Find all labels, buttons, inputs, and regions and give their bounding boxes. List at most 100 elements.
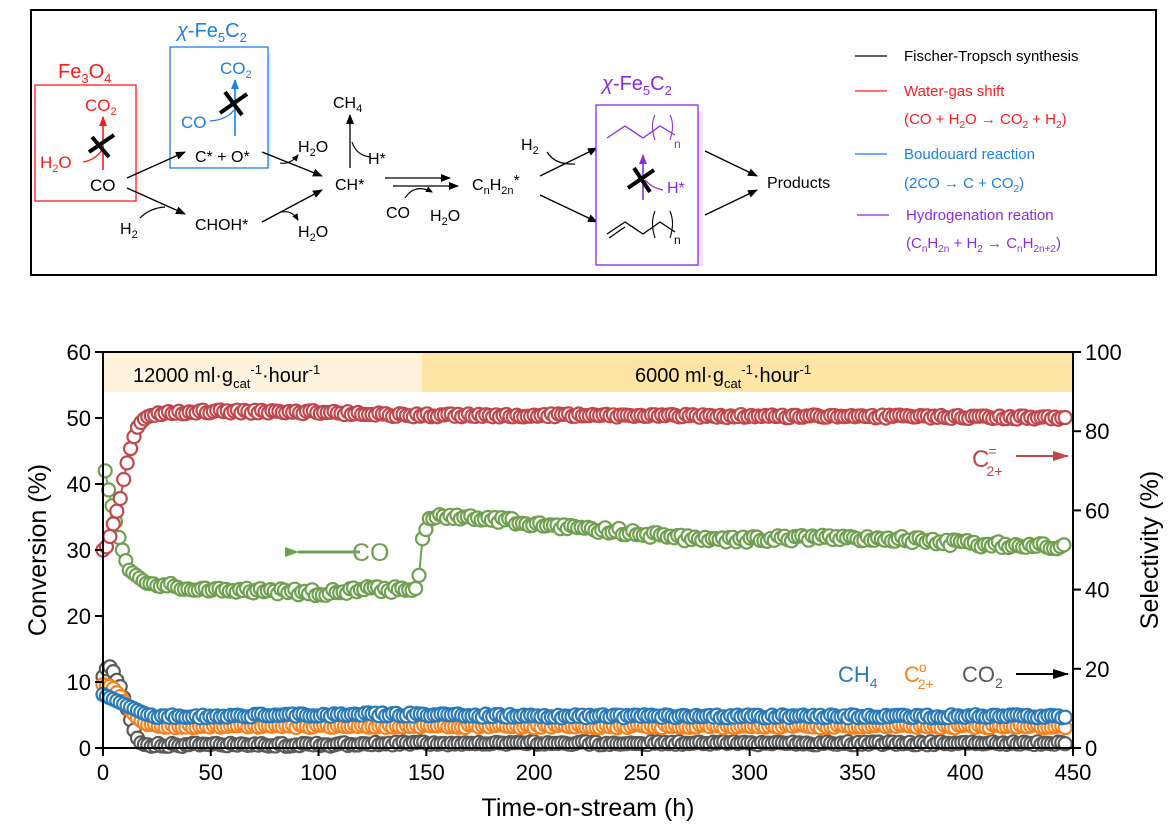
y-left-tick-label: 40 bbox=[67, 472, 91, 497]
h2o-mid: H2O bbox=[430, 208, 460, 228]
legend-fts: Fischer-Tropsch synthesis bbox=[904, 48, 1079, 65]
fe5c2-blue-label: χ-Fe5C2 bbox=[175, 20, 247, 45]
data-point bbox=[102, 528, 118, 545]
data-point bbox=[100, 482, 117, 498]
arrow-choh-to-chstar bbox=[261, 189, 323, 223]
data-point bbox=[1057, 736, 1073, 752]
y-left-tick-label: 30 bbox=[67, 538, 91, 563]
scheme-frame bbox=[30, 9, 1157, 276]
y-right-tick-label: 80 bbox=[1085, 419, 1109, 444]
series-co bbox=[97, 463, 1072, 604]
hstar-top: H* bbox=[368, 151, 386, 168]
co-mid: CO bbox=[386, 205, 410, 222]
y-right-tick-label: 100 bbox=[1085, 340, 1122, 365]
x-tick-label: 300 bbox=[731, 760, 768, 785]
ch4-annotation: CH4 bbox=[838, 662, 878, 691]
ch4-product: CH4 bbox=[333, 95, 362, 115]
boudouard-co: CO bbox=[181, 113, 207, 132]
block-x-icon bbox=[87, 133, 116, 159]
y-right-tick-label: 60 bbox=[1085, 498, 1109, 523]
chain-n-top: n bbox=[674, 137, 681, 151]
hstar-purple: H* bbox=[667, 180, 685, 197]
bracket-right-olefin bbox=[669, 210, 674, 239]
x-tick-label: 0 bbox=[97, 760, 109, 785]
y-left-tick-label: 0 bbox=[79, 736, 91, 761]
hstar-curve bbox=[351, 141, 371, 158]
y-right-tick-label: 0 bbox=[1085, 736, 1097, 761]
h2-right-curve bbox=[546, 151, 576, 165]
paraffin-chain bbox=[606, 125, 676, 139]
x-tick-label: 200 bbox=[516, 760, 553, 785]
scheme-legend: Fischer-Tropsch synthesis Water-gas shif… bbox=[855, 48, 1079, 255]
axes: 0 50 100 150 200 250 300 350 400 4500102030405060… bbox=[67, 340, 1122, 785]
legend-hydrogenation-eq: (CnH2n + H2 → CnH2n+2) bbox=[906, 235, 1061, 255]
h2o-release-upper bbox=[279, 154, 299, 164]
data-point bbox=[97, 463, 113, 479]
x-tick-label: 100 bbox=[300, 760, 337, 785]
h2-left: H2 bbox=[120, 221, 138, 241]
bracket-left-olefin bbox=[651, 210, 656, 239]
c2-olefin-annotation: C= 2+ bbox=[972, 443, 1003, 479]
y-axis-left-label: Conversion (%) bbox=[24, 464, 52, 636]
wgs-co2: CO2 bbox=[85, 96, 117, 118]
data-point bbox=[112, 490, 128, 507]
co-insert-curve bbox=[404, 186, 433, 199]
y-right-tick-label: 40 bbox=[1085, 578, 1109, 603]
legend-wgs: Water-gas shift bbox=[904, 83, 1005, 100]
chart: 12000 ml·gcat-1·hour-1 6000 ml·gcat-1·ho… bbox=[24, 340, 1164, 822]
c2-paraffin-annotation: Co 2+ bbox=[904, 659, 934, 692]
wgs-h2o: H2O bbox=[40, 153, 72, 175]
boudouard-curve bbox=[209, 109, 235, 122]
arrow-cstar-to-chstar bbox=[261, 151, 323, 177]
reaction-scheme: Fe3O4 CO2 H2O CO χ-Fe5C2 CO2 CO C* + O* … bbox=[30, 9, 1157, 276]
fe3o4-box bbox=[34, 84, 137, 202]
boudouard-box bbox=[169, 46, 269, 169]
h2-right: H2 bbox=[521, 137, 539, 157]
h2o-release-lower bbox=[281, 211, 299, 221]
y-right-tick-label: 20 bbox=[1085, 657, 1109, 682]
data-point bbox=[105, 516, 121, 532]
x-tick-label: 50 bbox=[199, 760, 223, 785]
block-x-icon bbox=[218, 90, 249, 117]
co-reactant: CO bbox=[90, 176, 116, 195]
series-ch4 bbox=[95, 686, 1073, 726]
products-label: Products bbox=[767, 175, 830, 192]
legend-boudouard-eq: (2CO → C + CO2) bbox=[904, 175, 1024, 195]
legend-boudouard: Boudouard reaction bbox=[904, 146, 1035, 163]
arrow-co-to-choh bbox=[126, 187, 186, 215]
x-tick-label: 450 bbox=[1055, 760, 1092, 785]
bracket-left bbox=[651, 114, 656, 141]
h2o-upper: H2O bbox=[298, 139, 328, 159]
data-point bbox=[116, 471, 132, 488]
wgs-curve bbox=[82, 149, 103, 163]
y-left-tick-label: 20 bbox=[67, 604, 91, 629]
legend-wgs-eq: (CO + H2O → CO2 + H2) bbox=[904, 111, 1067, 131]
arrow-to-olefin bbox=[539, 194, 598, 223]
ghsv-label-6000: 6000 ml·gcat-1·hour-1 bbox=[635, 362, 811, 391]
data-point bbox=[408, 580, 424, 597]
x-tick-label: 350 bbox=[839, 760, 876, 785]
fe3o4-label: Fe3O4 bbox=[58, 61, 111, 86]
arrow-co-to-cstar bbox=[126, 151, 186, 179]
data-point bbox=[1057, 709, 1073, 725]
olefin-double-bond bbox=[608, 226, 626, 239]
h2o-lower: H2O bbox=[298, 224, 328, 244]
x-tick-label: 150 bbox=[408, 760, 445, 785]
arrow-olefin-to-products bbox=[704, 189, 758, 216]
series-layer bbox=[95, 402, 1073, 755]
c-o-species: C* + O* bbox=[195, 149, 250, 166]
co2-annotation: CO2 bbox=[962, 662, 1003, 691]
ghsv-label-12000: 12000 ml·gcat-1·hour-1 bbox=[133, 362, 320, 391]
ghsv-band-12000 bbox=[103, 352, 423, 392]
data-point bbox=[109, 503, 125, 519]
olefin-chain bbox=[606, 221, 676, 235]
hstar-purple-curve bbox=[644, 179, 664, 191]
boudouard-co2: CO2 bbox=[220, 59, 252, 81]
cnh2n-star: CnH2n* bbox=[472, 173, 520, 197]
co-annotation: CO bbox=[352, 539, 390, 567]
ghsv-band-6000 bbox=[422, 352, 1073, 392]
y-left-tick-label: 10 bbox=[67, 670, 91, 695]
x-axis-label: Time-on-stream (h) bbox=[482, 794, 695, 822]
chain-n-bottom: n bbox=[674, 233, 681, 247]
